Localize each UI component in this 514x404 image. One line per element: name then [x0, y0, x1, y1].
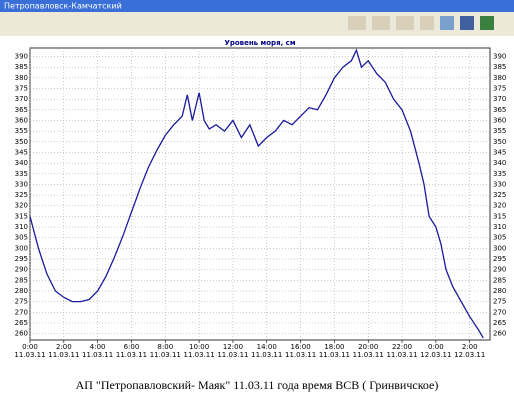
x-tick-label: 16:00 — [290, 343, 310, 351]
y2-tick-label: 340 — [493, 159, 506, 167]
tool-button[interactable] — [420, 16, 434, 30]
plot-frame — [29, 47, 491, 341]
y-tick-label: 310 — [15, 223, 28, 231]
y-tick-label: 275 — [15, 298, 28, 306]
y-tick-label: 315 — [15, 212, 28, 220]
x-tick-date: 11.03.11 — [386, 351, 417, 359]
y2-tick-label: 275 — [493, 298, 506, 306]
y-tick-label: 375 — [15, 84, 28, 92]
x-tick-label: 20:00 — [358, 343, 378, 351]
y-tick-label: 300 — [15, 244, 28, 252]
x-tick-label: 2:00 — [462, 343, 478, 351]
y2-tick-label: 370 — [493, 95, 506, 103]
x-tick-date: 12.03.11 — [454, 351, 485, 359]
y-tick-label: 345 — [15, 148, 28, 156]
y2-tick-label: 280 — [493, 287, 506, 295]
x-tick-label: 14:00 — [257, 343, 277, 351]
y2-tick-label: 380 — [493, 74, 506, 82]
y-tick-label: 295 — [15, 255, 28, 263]
y2-tick-label: 290 — [493, 266, 506, 274]
x-tick-label: 2:00 — [56, 343, 72, 351]
y-tick-label: 335 — [15, 170, 28, 178]
y2-tick-label: 320 — [493, 202, 506, 210]
y-tick-label: 360 — [15, 116, 28, 124]
tool-button[interactable] — [396, 16, 414, 30]
y-tick-label: 320 — [15, 202, 28, 210]
y2-tick-label: 335 — [493, 170, 506, 178]
y2-tick-label: 295 — [493, 255, 506, 263]
x-tick-label: 18:00 — [324, 343, 344, 351]
y2-tick-label: 365 — [493, 106, 506, 114]
y-tick-label: 350 — [15, 138, 28, 146]
y-tick-label: 270 — [15, 308, 28, 316]
y2-tick-label: 310 — [493, 223, 506, 231]
y-tick-label: 280 — [15, 287, 28, 295]
tool-button[interactable] — [460, 16, 474, 30]
y-tick-label: 265 — [15, 319, 28, 327]
chart-panel — [0, 36, 514, 365]
x-tick-date: 11.03.11 — [251, 351, 282, 359]
title-bar — [0, 0, 514, 12]
y2-tick-label: 315 — [493, 212, 506, 220]
y-tick-label: 305 — [15, 234, 28, 242]
y2-tick-label: 265 — [493, 319, 506, 327]
x-tick-date: 11.03.11 — [82, 351, 113, 359]
x-tick-date: 11.03.11 — [319, 351, 350, 359]
y2-tick-label: 350 — [493, 138, 506, 146]
y2-tick-label: 385 — [493, 63, 506, 71]
y-tick-label: 330 — [15, 180, 28, 188]
x-tick-label: 22:00 — [392, 343, 412, 351]
x-tick-label: 10:00 — [189, 343, 209, 351]
x-tick-date: 11.03.11 — [14, 351, 45, 359]
window-title: Петропавловск-Камчатский — [4, 2, 122, 11]
tool-button[interactable] — [372, 16, 390, 30]
x-tick-date: 11.03.11 — [48, 351, 79, 359]
y2-tick-label: 360 — [493, 116, 506, 124]
y-tick-label: 365 — [15, 106, 28, 114]
y2-tick-label: 390 — [493, 53, 506, 61]
toolbar — [348, 16, 494, 30]
y2-tick-label: 285 — [493, 276, 506, 284]
x-tick-label: 6:00 — [124, 343, 140, 351]
x-tick-date: 11.03.11 — [150, 351, 181, 359]
x-tick-label: 8:00 — [157, 343, 173, 351]
tool-button[interactable] — [440, 16, 454, 30]
x-tick-label: 0:00 — [22, 343, 38, 351]
y-tick-label: 355 — [15, 127, 28, 135]
x-tick-date: 11.03.11 — [353, 351, 384, 359]
y-tick-label: 385 — [15, 63, 28, 71]
y-tick-label: 340 — [15, 159, 28, 167]
y2-tick-label: 260 — [493, 330, 506, 338]
x-tick-date: 12.03.11 — [420, 351, 451, 359]
x-tick-label: 0:00 — [428, 343, 444, 351]
caption: АП "Петропавловский- Маяк" 11.03.11 года… — [76, 378, 439, 392]
x-tick-label: 4:00 — [90, 343, 106, 351]
y-tick-label: 380 — [15, 74, 28, 82]
y2-tick-label: 325 — [493, 191, 506, 199]
y2-tick-label: 345 — [493, 148, 506, 156]
x-tick-label: 12:00 — [223, 343, 243, 351]
series-line — [29, 48, 484, 339]
y2-tick-label: 270 — [493, 308, 506, 316]
x-tick-date: 11.03.11 — [285, 351, 316, 359]
tool-button[interactable] — [480, 16, 494, 30]
x-tick-date: 11.03.11 — [217, 351, 248, 359]
y2-tick-label: 305 — [493, 234, 506, 242]
y2-tick-label: 375 — [493, 84, 506, 92]
y2-tick-label: 300 — [493, 244, 506, 252]
y-tick-label: 290 — [15, 266, 28, 274]
chart-title: Уровень моря, см — [224, 39, 295, 47]
x-tick-date: 11.03.11 — [184, 351, 215, 359]
y-tick-label: 390 — [15, 53, 28, 61]
y2-tick-label: 355 — [493, 127, 506, 135]
y-tick-label: 370 — [15, 95, 28, 103]
y-tick-label: 285 — [15, 276, 28, 284]
y2-tick-label: 330 — [493, 180, 506, 188]
x-tick-date: 11.03.11 — [116, 351, 147, 359]
tool-button[interactable] — [348, 16, 366, 30]
y-tick-label: 325 — [15, 191, 28, 199]
y-tick-label: 260 — [15, 330, 28, 338]
